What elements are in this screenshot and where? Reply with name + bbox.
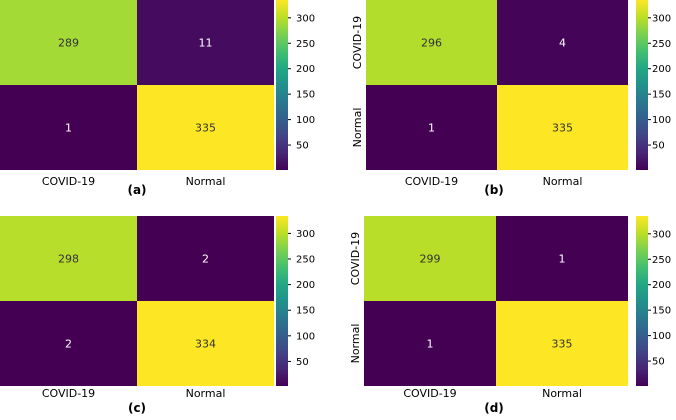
cell-annotation: 298 bbox=[58, 253, 79, 266]
heatmap-cell bbox=[0, 0, 137, 85]
colorbar-tick-label: 300 bbox=[296, 229, 315, 240]
panel-label: (a) bbox=[127, 183, 146, 197]
heatmap-cell bbox=[497, 85, 628, 170]
colorbar-tick-label: 300 bbox=[652, 13, 671, 24]
x-tick-label: COVID-19 bbox=[42, 387, 95, 400]
cell-annotation: 296 bbox=[421, 37, 442, 50]
colorbar-tick-label: 100 bbox=[296, 115, 315, 126]
colorbar-tick-label: 100 bbox=[652, 331, 671, 342]
colorbar-tick-label: 150 bbox=[296, 306, 315, 317]
colorbar-tick-label: 100 bbox=[652, 115, 671, 126]
colorbar-tick-label: 200 bbox=[652, 64, 671, 75]
colorbar-tick-label: 300 bbox=[296, 13, 315, 24]
heatmap-cell bbox=[137, 0, 274, 85]
x-tick-label: COVID-19 bbox=[405, 175, 458, 188]
panel-label: (d) bbox=[484, 401, 504, 415]
panel-label: (b) bbox=[484, 183, 504, 197]
cell-annotation: 11 bbox=[199, 37, 213, 50]
colorbar-tick-label: 50 bbox=[296, 141, 309, 152]
cell-annotation: 335 bbox=[195, 122, 216, 135]
colorbar-tick-label: 50 bbox=[652, 357, 665, 368]
x-tick-label: Normal bbox=[543, 175, 583, 188]
y-tick-label: COVID-19 bbox=[349, 232, 362, 285]
heatmap-cell bbox=[364, 301, 496, 386]
colorbar bbox=[636, 216, 648, 386]
heatmap-panel: 296 4 1 335 COVID-19 Normal COVID-19 Normal 50 10… bbox=[351, 0, 671, 197]
cell-annotation: 1 bbox=[65, 122, 72, 135]
colorbar-tick-label: 50 bbox=[652, 141, 665, 152]
colorbar bbox=[636, 0, 648, 170]
colorbar-tick-label: 150 bbox=[652, 90, 671, 101]
cell-annotation: 1 bbox=[559, 253, 566, 266]
colorbar-tick-label: 50 bbox=[296, 357, 309, 368]
heatmap-cell bbox=[497, 0, 628, 85]
x-tick-label: Normal bbox=[186, 387, 226, 400]
cell-annotation: 4 bbox=[559, 37, 566, 50]
colorbar-tick-label: 300 bbox=[652, 229, 671, 240]
cell-annotation: 2 bbox=[65, 338, 72, 351]
heatmap-cell bbox=[496, 216, 628, 301]
heatmap-cell bbox=[366, 85, 497, 170]
colorbar bbox=[276, 0, 288, 170]
colorbar-tick-label: 250 bbox=[652, 39, 671, 50]
cell-annotation: 289 bbox=[58, 37, 79, 50]
heatmap-cell bbox=[0, 85, 137, 170]
colorbar-tick-label: 250 bbox=[652, 255, 671, 266]
colorbar-tick-label: 150 bbox=[652, 306, 671, 317]
heatmap-panel: 299 1 1 335 COVID-19 Normal COVID-19 Normal 50 10… bbox=[349, 216, 671, 415]
panel-label: (c) bbox=[128, 401, 146, 415]
x-tick-label: COVID-19 bbox=[42, 175, 95, 188]
colorbar-tick-label: 200 bbox=[296, 64, 315, 75]
colorbar-tick-label: 200 bbox=[296, 280, 315, 291]
cell-annotation: 1 bbox=[428, 122, 435, 135]
y-tick-label: Normal bbox=[351, 108, 364, 148]
cell-annotation: 2 bbox=[202, 253, 209, 266]
heatmap-cell bbox=[366, 0, 497, 85]
heatmap-panel: 29822334COVID-19NormalCOVID-19Normal5010… bbox=[0, 216, 315, 415]
heatmap-panel: 289111335COVID-19NormalCOVID-19Normal501… bbox=[0, 0, 315, 197]
x-tick-label: Normal bbox=[542, 387, 582, 400]
heatmap-cell bbox=[0, 216, 137, 301]
colorbar-tick-label: 250 bbox=[296, 39, 315, 50]
colorbar-tick-label: 150 bbox=[296, 90, 315, 101]
cell-annotation: 335 bbox=[552, 338, 573, 351]
heatmap-cell bbox=[137, 301, 274, 386]
cell-annotation: 335 bbox=[552, 122, 573, 135]
heatmap-cell bbox=[137, 85, 274, 170]
x-tick-label: Normal bbox=[186, 175, 226, 188]
colorbar-tick-label: 250 bbox=[296, 255, 315, 266]
colorbar-tick-label: 100 bbox=[296, 331, 315, 342]
y-tick-label: Normal bbox=[349, 324, 362, 364]
colorbar bbox=[276, 216, 288, 386]
heatmap-cell bbox=[0, 301, 137, 386]
heatmap-cell bbox=[137, 216, 274, 301]
cell-annotation: 299 bbox=[420, 253, 441, 266]
heatmap-cell bbox=[496, 301, 628, 386]
colorbar-tick-label: 200 bbox=[652, 280, 671, 291]
x-tick-label: COVID-19 bbox=[403, 387, 456, 400]
heatmap-cell bbox=[364, 216, 496, 301]
cell-annotation: 334 bbox=[195, 338, 216, 351]
y-tick-label: COVID-19 bbox=[351, 16, 364, 69]
cell-annotation: 1 bbox=[427, 338, 434, 351]
